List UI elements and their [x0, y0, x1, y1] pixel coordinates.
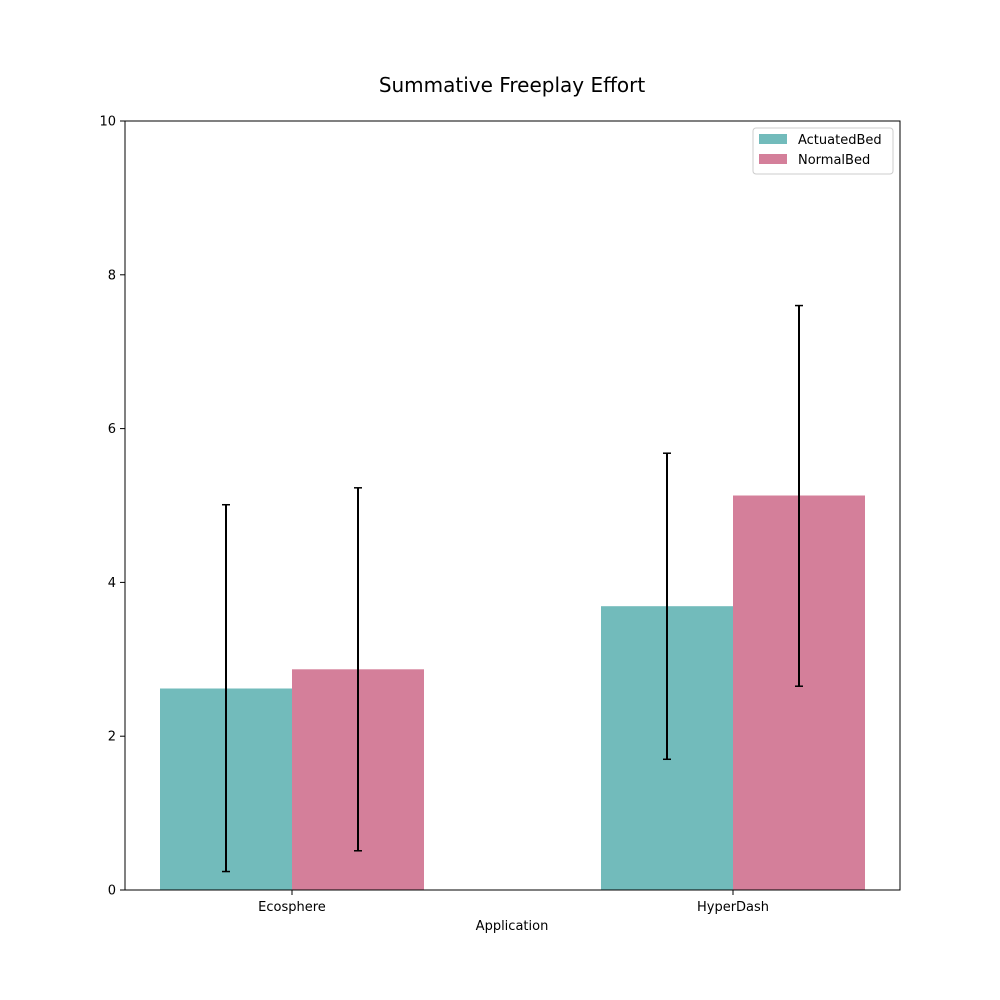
y-tick-label: 2 [108, 730, 116, 745]
plot-area-frame [124, 120, 901, 891]
x-tick-label: Ecosphere [258, 900, 326, 915]
y-tick-label: 10 [99, 115, 116, 130]
y-axis: 0 2 4 6 8 10 [99, 115, 125, 899]
error-bar-NormalBed-Ecosphere [354, 487, 362, 852]
bars-layer [160, 495, 865, 890]
legend: ActuatedBed NormalBed [752, 127, 894, 175]
legend-swatch-ActuatedBed [759, 134, 787, 144]
chart-title: Summative Freeplay Effort [379, 73, 646, 97]
legend-label-NormalBed: NormalBed [798, 153, 870, 168]
x-axis-label: Application [476, 919, 549, 934]
y-tick-label: 0 [108, 884, 116, 899]
y-tick-label: 4 [108, 576, 116, 591]
y-tick-label: 6 [108, 422, 116, 437]
y-tick-label: 8 [108, 268, 116, 283]
x-tick-label: HyperDash [697, 900, 769, 915]
legend-swatch-NormalBed [759, 154, 787, 164]
legend-box [752, 127, 894, 175]
legend-label-ActuatedBed: ActuatedBed [798, 133, 882, 148]
error-bar-ActuatedBed-HyperDash [663, 452, 671, 761]
error-bars-layer [222, 304, 803, 873]
error-bar-NormalBed-HyperDash [795, 304, 803, 687]
x-axis: Ecosphere HyperDash [258, 890, 769, 915]
error-bar-ActuatedBed-Ecosphere [222, 503, 230, 873]
